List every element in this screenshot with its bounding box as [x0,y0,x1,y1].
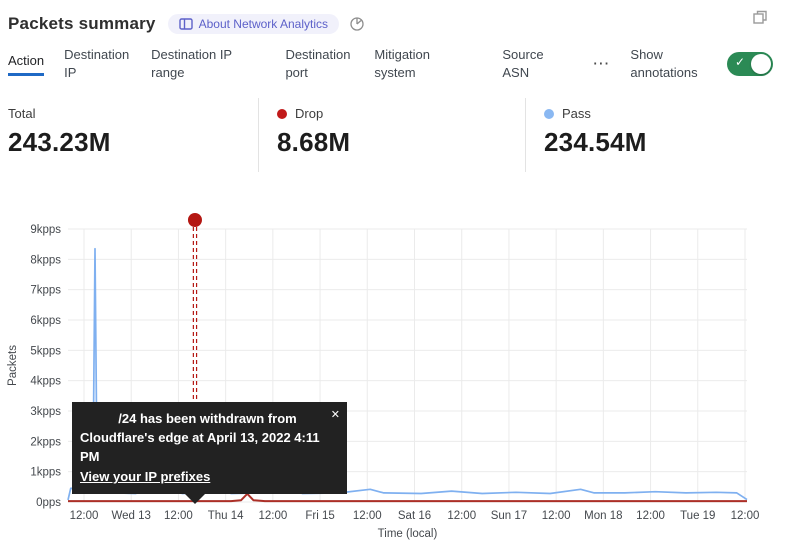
check-icon: ✓ [735,55,746,69]
badge-label: About Network Analytics [198,17,328,31]
x-tick-label: Mon 18 [584,510,622,522]
tooltip-close-icon[interactable]: ✕ [330,409,340,421]
y-tick-label: 7kpps [30,285,61,297]
x-tick-label: 12:00 [70,510,99,522]
y-axis-title: Packets [7,345,19,386]
stat-total-label: Total [8,106,36,121]
y-tick-label: 2kpps [30,436,61,448]
view-ip-prefixes-link[interactable]: View your IP prefixes [80,469,211,484]
show-annotations-toggle[interactable]: ✓ [727,52,773,76]
popout-windows-icon[interactable] [751,8,769,31]
x-tick-label: Thu 14 [208,510,244,522]
y-tick-label: 4kpps [30,376,61,388]
tab-destination-port[interactable]: Destination port [285,47,351,80]
tab-mitigation-system[interactable]: Mitigation system [374,47,431,80]
x-tick-label: 12:00 [731,510,760,522]
toggle-knob [751,54,771,74]
y-tick-label: 0pps [36,497,61,509]
series-line-drop [68,492,747,503]
annotation-marker-dot [187,213,202,227]
y-tick-label: 3kpps [30,406,61,418]
show-annotations-label: Show annotations [630,47,698,80]
x-tick-label: Wed 13 [111,510,150,522]
y-tick-label: 1kpps [30,467,61,479]
page-title: Packets summary [8,14,156,33]
stat-drop-value: 8.68M [277,127,351,157]
x-tick-label: 12:00 [636,510,665,522]
x-tick-label: 12:00 [542,510,571,522]
x-tick-label: Tue 19 [680,510,715,522]
tab-destination-ip-range[interactable]: Destination IP range [151,47,232,80]
tooltip-message-line2: Cloudflare's edge at April 13, 2022 4:11… [80,430,320,464]
dimension-tabs: Action Destination IP Destination IP ran… [0,38,785,92]
x-tick-label: 12:00 [447,510,476,522]
x-tick-label: 12:00 [353,510,382,522]
panel-header: Packets summary About Network Analytics [0,0,785,38]
stats-row: Total 243.23M Drop 8.68M Pass 234.54M [0,98,785,172]
book-icon [178,18,193,30]
about-network-analytics-badge[interactable]: About Network Analytics [167,14,339,34]
x-tick-label: Fri 15 [305,510,334,522]
stat-drop-label: Drop [295,106,324,121]
packets-chart-svg: 9kpps 8kpps 7kpps 6kpps 5kpps 4kpps 3kpps 2kpps… [7,213,760,540]
tooltip-message-line1: /24 has been withdrawn from [118,411,297,426]
annotation-tooltip: ✕ /24 has been withdrawn from Cloudflare… [72,402,347,504]
stat-drop: Drop 8.68M [258,98,525,172]
tooltip-caret [184,493,206,504]
stat-total-value: 243.23M [8,127,111,157]
y-tick-label: 6kpps [30,315,61,327]
stat-pass: Pass 234.54M [525,98,647,172]
y-tick-label: 8kpps [30,254,61,266]
pass-legend-dot [544,108,554,119]
drop-legend-dot [277,108,287,119]
tab-destination-ip[interactable]: Destination IP [64,47,130,80]
y-tick-label: 5kpps [30,345,61,357]
time-pie-icon[interactable] [349,16,365,32]
tab-source-asn[interactable]: Source ASN [502,47,544,80]
x-tick-label: 12:00 [164,510,193,522]
x-axis-title: Time (local) [378,528,438,540]
stat-total: Total 243.23M [0,98,258,172]
tab-action[interactable]: Action [8,52,45,76]
tabs-overflow-icon[interactable]: ⋯ [592,54,611,73]
y-tick-label: 9kpps [30,224,61,236]
x-tick-label: Sun 17 [491,510,527,522]
packets-chart: 9kpps 8kpps 7kpps 6kpps 5kpps 4kpps 3kpps 2kpps… [0,205,785,555]
x-tick-label: Sat 16 [398,510,431,522]
stat-pass-label: Pass [562,106,591,121]
stat-pass-value: 234.54M [544,127,647,157]
x-tick-label: 12:00 [258,510,287,522]
